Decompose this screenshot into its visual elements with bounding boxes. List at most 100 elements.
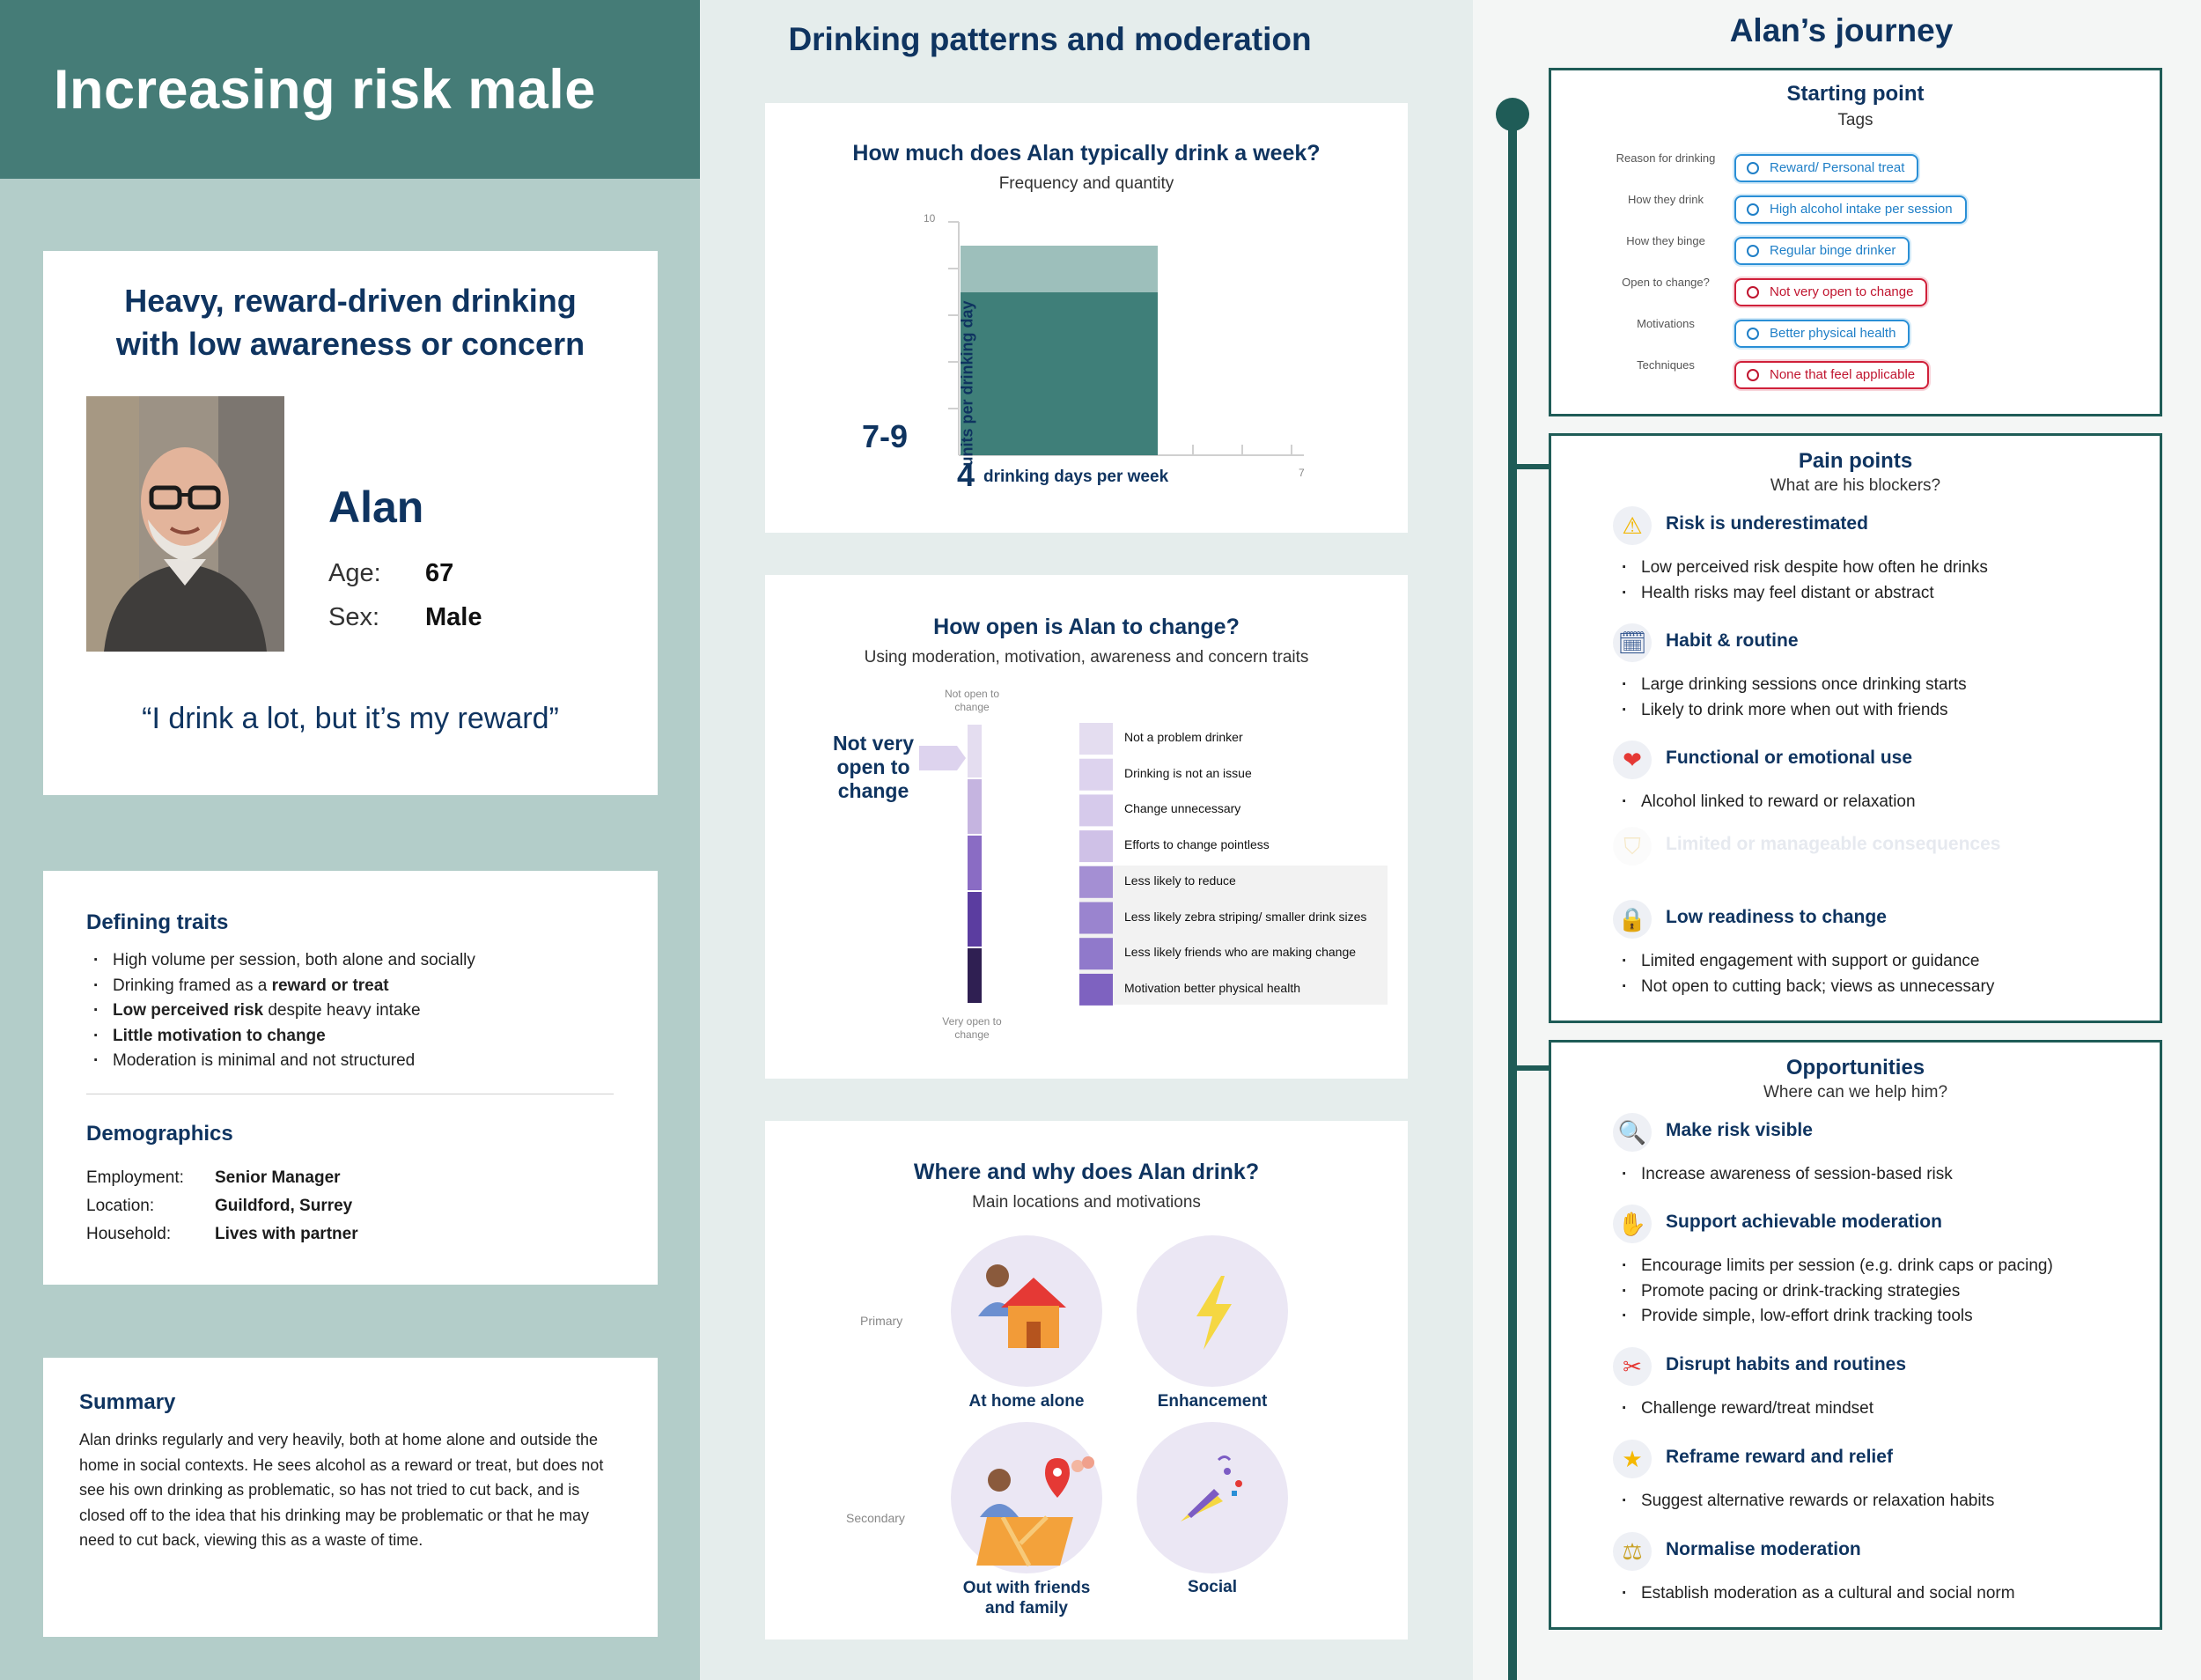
pain-point-bullets: Alcohol linked to reward or relaxation: [1615, 790, 2143, 815]
openness-trait: Change unnecessary: [1124, 801, 1241, 816]
traits-list: High volume per session, both alone and …: [86, 948, 632, 1074]
traits-card: Defining traits High volume per session,…: [43, 871, 658, 1285]
starting-point-subtitle: Tags: [1837, 111, 1873, 129]
pain-point-bullets: Large drinking sessions once drinking st…: [1615, 673, 2143, 723]
trait-swatch: [1079, 938, 1113, 970]
tag-row: Motivations Better physical health: [1551, 317, 2160, 352]
summary-text: Alan drinks regularly and very heavily, …: [79, 1431, 604, 1549]
bullet: Limited engagement with support or guida…: [1615, 949, 2143, 975]
opportunity-title: Normalise moderation: [1666, 1539, 1861, 1559]
starting-point-title: Starting point: [1786, 82, 1925, 106]
trait-swatch: [1079, 830, 1113, 863]
pain-points-title: Pain points: [1798, 449, 1913, 473]
employment-label: Employment:: [86, 1168, 184, 1187]
demographics-title: Demographics: [86, 1122, 233, 1146]
trait-item: Moderation is minimal and not structured: [86, 1049, 632, 1074]
scales-icon: ⚖: [1613, 1532, 1652, 1571]
opportunity-title: Disrupt habits and routines: [1666, 1354, 1907, 1374]
tag-row: How they drink High alcohol intake per se…: [1551, 193, 2160, 228]
opportunity-bullets: Encourage limits per session (e.g. drink…: [1615, 1254, 2143, 1330]
tag-row: Techniques None that feel applicable: [1551, 358, 2160, 394]
persona-card: Heavy, reward-driven drinking with low a…: [43, 251, 658, 795]
location-enhancement: Enhancement: [1157, 1392, 1268, 1411]
location-value: Guildford, Surrey: [215, 1197, 353, 1215]
summary-card: Summary Alan drinks regularly and very h…: [43, 1358, 658, 1637]
bullet: Challenge reward/treat mindset: [1615, 1396, 2143, 1422]
opportunity-bullets: Establish moderation as a cultural and s…: [1615, 1581, 2143, 1607]
calendar-clock-icon: 🗓: [1613, 623, 1652, 662]
openness-trait: Efforts to change pointless: [1124, 837, 1270, 852]
openness-trait: Motivation better physical health: [1124, 980, 1300, 995]
trait-item: Little motivation to change: [86, 1024, 632, 1050]
where-card: Where and why does Alan drink? Main loca…: [765, 1121, 1408, 1639]
tag-label: Techniques: [1637, 358, 1695, 372]
y-axis-label: units per drinking day: [958, 300, 976, 467]
journey-timeline: [1496, 98, 1552, 1680]
bullet: Provide simple, low-effort drink trackin…: [1615, 1304, 2143, 1330]
household-value: Lives with partner: [215, 1225, 358, 1243]
tag-row: How they binge Regular binge drinker: [1551, 234, 2160, 269]
bullet: Not open to cutting back; views as unnec…: [1615, 975, 2143, 1000]
bullet: Likely to drink more when out with frien…: [1615, 698, 2143, 724]
openness-trait: Drinking is not an issue: [1124, 765, 1252, 780]
y-tick-label: 10: [924, 212, 936, 225]
starting-point-box: Starting point Tags Reason for drinking R…: [1549, 68, 2162, 416]
units-range-bar: [961, 246, 1158, 292]
tag-label: Open to change?: [1622, 276, 1710, 289]
age-label: Age:: [328, 559, 381, 587]
age-value: 67: [425, 559, 454, 587]
persona-column: Increasing risk male Heavy, reward-drive…: [0, 0, 700, 1680]
home-icon: [978, 1264, 1066, 1348]
days-value: 4: [957, 457, 975, 493]
support-hand-icon: ✋: [1613, 1205, 1652, 1243]
frequency-chart: [948, 221, 1304, 456]
opportunity-title: Reframe reward and relief: [1666, 1447, 1893, 1467]
journey-column: Alan’s journey Starting point Tags Reaso…: [1473, 0, 2201, 1680]
location-home-alone: At home alone: [968, 1392, 1085, 1411]
patterns-column: Drinking patterns and moderation How muc…: [700, 0, 1473, 1680]
persona-headline: Heavy, reward-driven drinking with low a…: [43, 279, 658, 365]
page-title: Increasing risk male: [54, 59, 596, 121]
trait-item: Drinking framed as a reward or treat: [86, 974, 632, 999]
where-subtitle: Main locations and motivations: [972, 1193, 1201, 1212]
headline-line-2: with low awareness or concern: [115, 326, 585, 362]
bullet: Encourage limits per session (e.g. drink…: [1615, 1254, 2143, 1279]
where-title: Where and why does Alan drink?: [913, 1160, 1260, 1184]
opportunity-title: Make risk visible: [1666, 1120, 1813, 1140]
pain-point-title: Limited or manageable consequences: [1666, 834, 2001, 854]
bullet: Large drinking sessions once drinking st…: [1615, 673, 2143, 698]
location-row: Location: Guildford, Surrey: [86, 1192, 615, 1220]
trait-swatch: [1079, 902, 1113, 934]
opportunity-bullets: Challenge reward/treat mindset: [1615, 1396, 2143, 1422]
tag-label: Reason for drinking: [1616, 151, 1716, 165]
star-icon: ★: [1613, 1440, 1652, 1478]
shield-icon: ⛉: [1613, 827, 1652, 866]
household-row: Household: Lives with partner: [86, 1220, 615, 1249]
pain-point-bullets: Limited engagement with support or guida…: [1615, 949, 2143, 999]
party-popper-icon: [1181, 1455, 1242, 1522]
openness-subtitle: Using moderation, motivation, awareness …: [864, 648, 1309, 667]
header-banner: Increasing risk male: [0, 0, 700, 179]
tag-pill: Better physical health: [1734, 320, 1910, 348]
demographics-table: Employment: Senior Manager Location: Gui…: [86, 1164, 615, 1249]
sex-label: Sex:: [328, 603, 380, 631]
pain-point-title: Low readiness to change: [1666, 907, 1887, 927]
tag-row: Reason for drinking Reward/ Personal trea…: [1551, 151, 2160, 187]
trait-swatch: [1079, 794, 1113, 827]
units-value: 7-9: [862, 418, 909, 454]
frequency-card: How much does Alan typically drink a wee…: [765, 103, 1408, 533]
trait-swatch: [1079, 973, 1113, 1006]
trait-swatch: [1079, 758, 1113, 791]
location-social: Social: [1188, 1578, 1237, 1596]
pain-point-title: Habit & routine: [1666, 630, 1799, 651]
location-friends-family: Out with friends and family: [962, 1579, 1091, 1617]
frequency-subtitle: Frequency and quantity: [998, 174, 1174, 193]
heart-hand-icon: ❤: [1613, 741, 1652, 779]
tag-label: How they binge: [1626, 234, 1705, 247]
magnifier-icon: 🔍: [1613, 1113, 1652, 1152]
opportunities-box: Opportunities Where can we help him? 🔍 M…: [1549, 1040, 2162, 1630]
bullet: Alcohol linked to reward or relaxation: [1615, 790, 2143, 815]
pain-point-bullets: Low perceived risk despite how often he …: [1615, 556, 2143, 606]
opportunity-bullets: Increase awareness of session-based risk: [1615, 1162, 2143, 1188]
primary-label: Primary: [860, 1314, 903, 1328]
